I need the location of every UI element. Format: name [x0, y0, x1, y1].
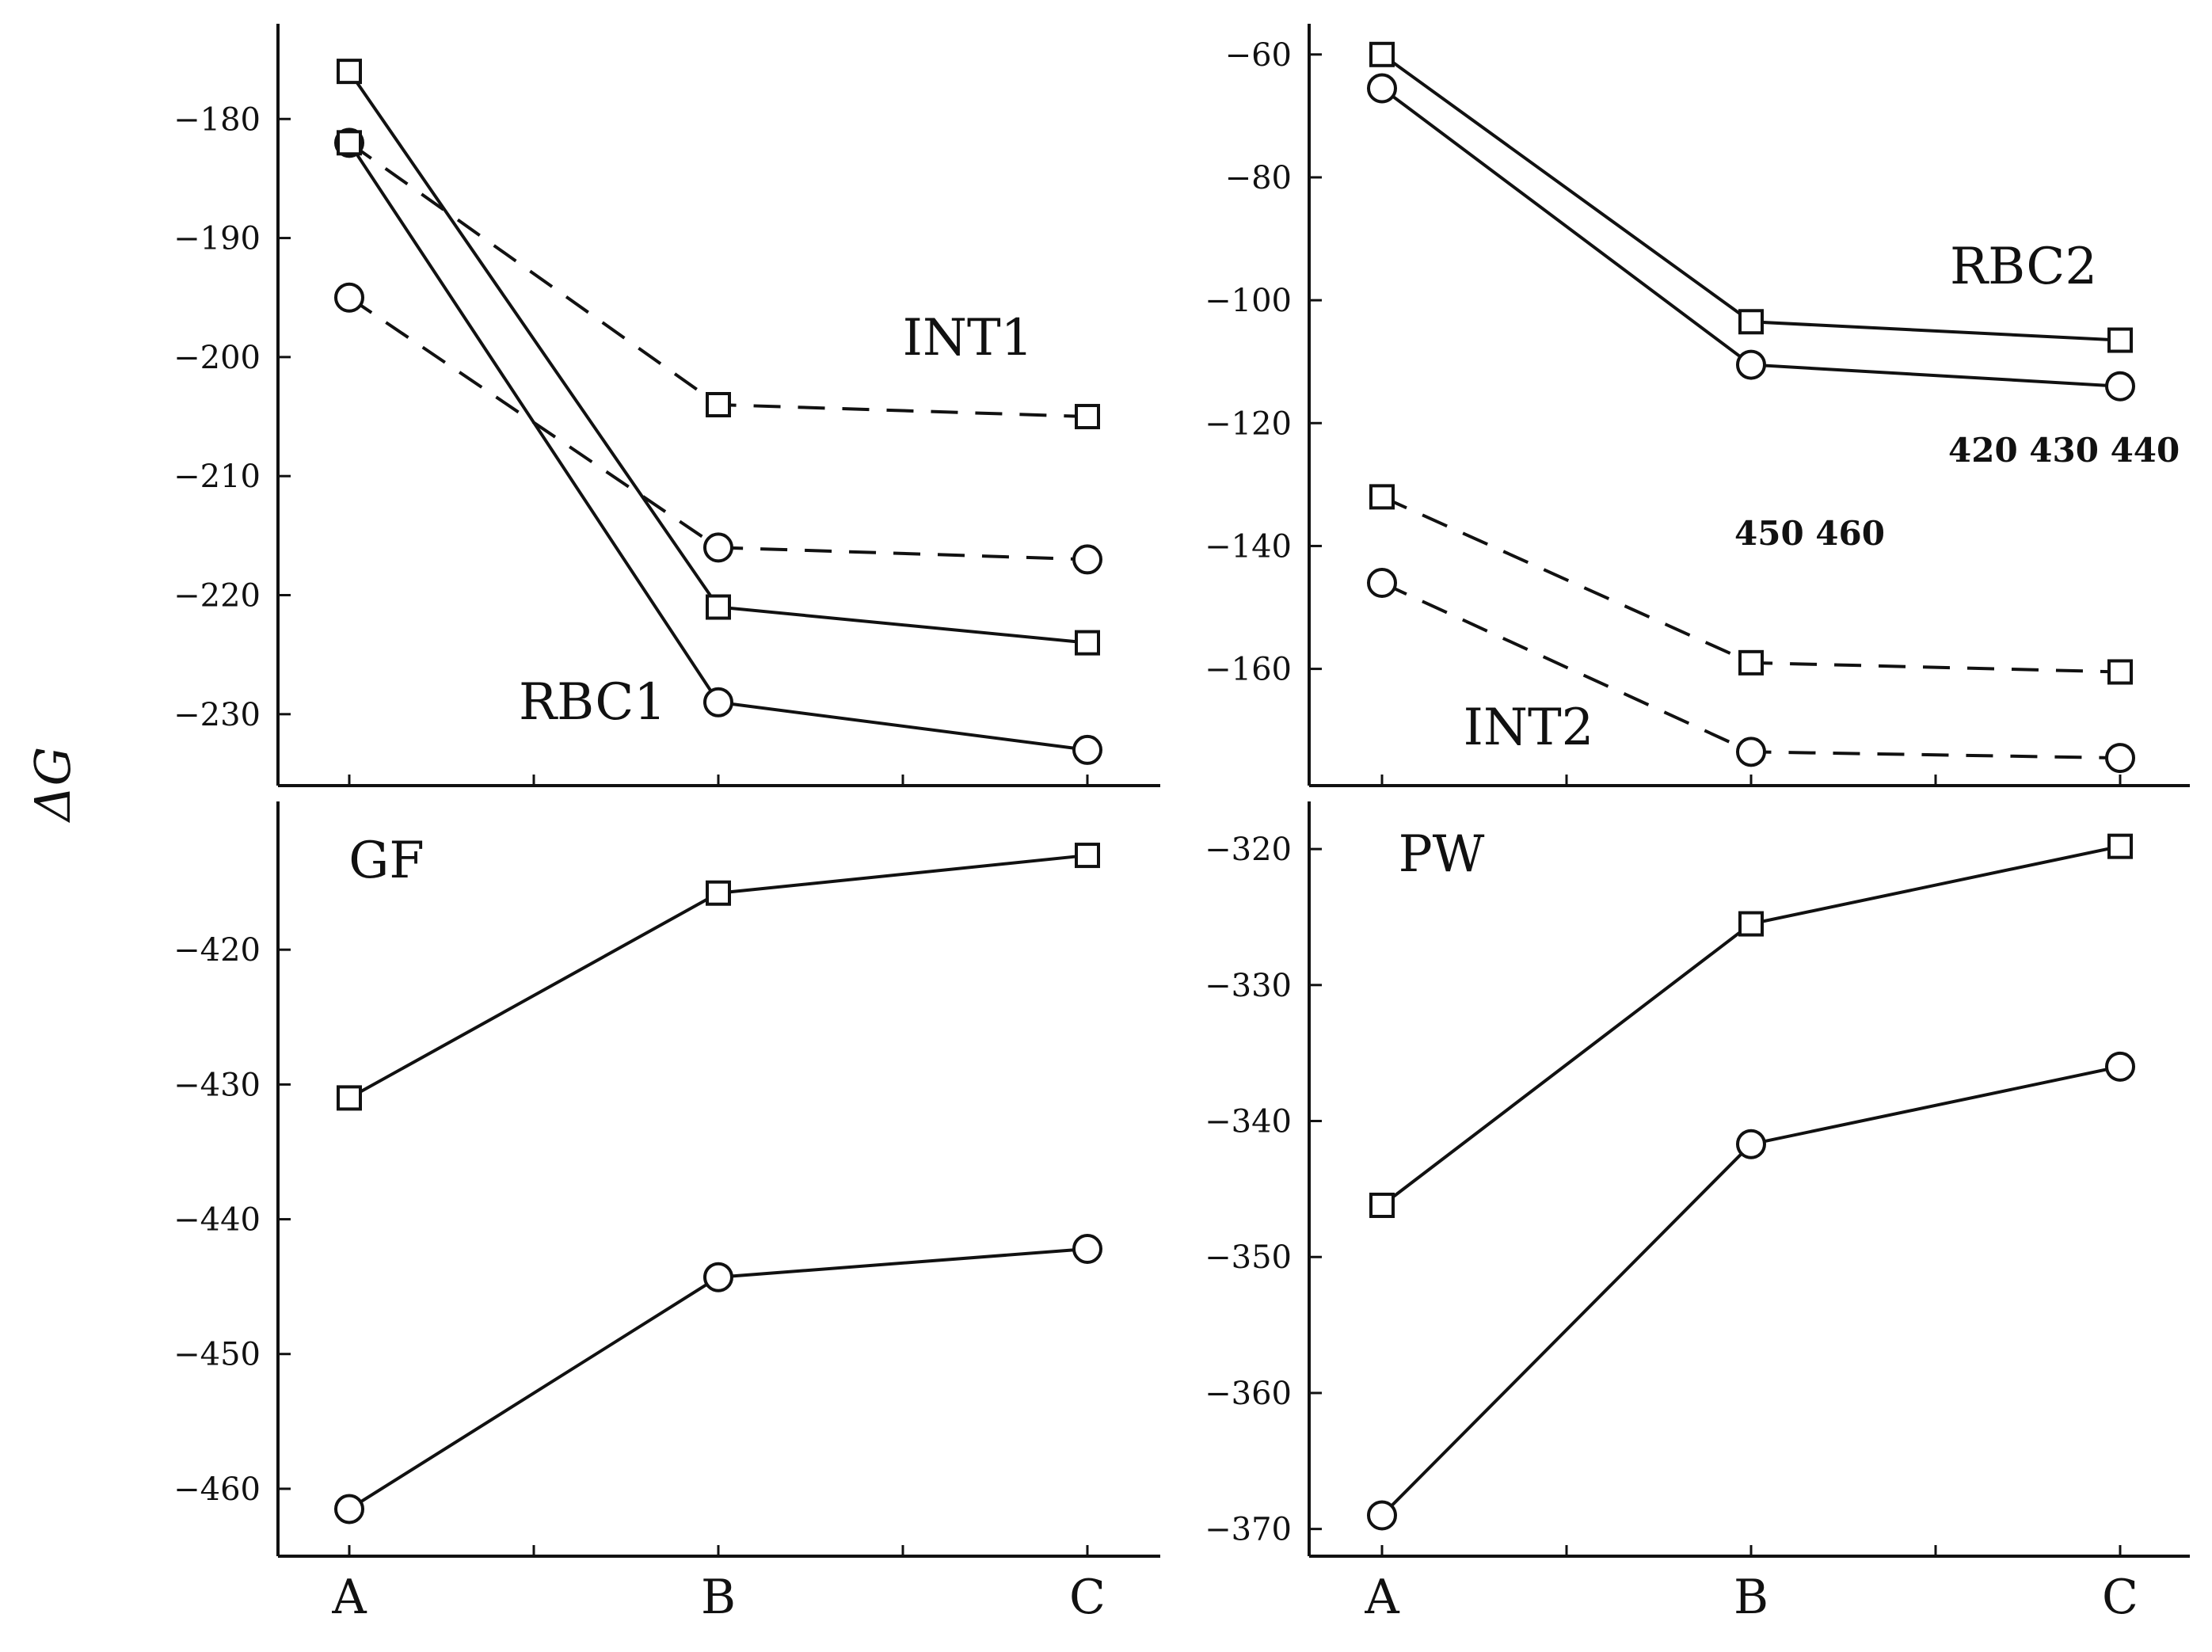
y-tick-label: −340 — [1205, 1104, 1292, 1140]
circle-marker — [1367, 73, 1397, 104]
panel-label: PW — [1399, 825, 1485, 884]
y-axis-label: ΔG — [24, 747, 82, 823]
y-tick-label: −360 — [1205, 1376, 1292, 1412]
y-tick-label: −350 — [1205, 1239, 1292, 1276]
y-tick-label: −230 — [173, 697, 261, 733]
square-marker — [1075, 630, 1100, 656]
circle-marker — [1072, 1233, 1102, 1264]
circle-marker — [1736, 349, 1766, 380]
square-marker — [337, 130, 362, 156]
annotation-label: 420 430 440 — [1948, 431, 2180, 470]
circle-marker — [334, 282, 364, 313]
square-marker — [706, 392, 731, 417]
annotation-label: 450 460 — [1734, 514, 1885, 553]
y-tick-label: −450 — [173, 1337, 261, 1373]
y-tick-label: −200 — [173, 340, 261, 376]
square-marker — [1369, 1192, 1395, 1218]
circle-marker — [1072, 734, 1102, 765]
y-tick-label: −80 — [1225, 160, 1292, 196]
y-tick-label: −430 — [173, 1067, 261, 1103]
square-marker — [1738, 309, 1764, 335]
panel-label: INT2 — [1464, 698, 1594, 757]
square-marker — [2107, 833, 2133, 859]
square-marker — [1369, 484, 1395, 510]
circle-marker — [2105, 371, 2135, 402]
square-marker — [706, 594, 731, 620]
y-tick-label: −60 — [1225, 37, 1292, 74]
y-tick-label: −370 — [1205, 1512, 1292, 1548]
square-marker — [706, 880, 731, 906]
circle-marker — [1072, 544, 1102, 575]
y-tick-label: −190 — [173, 221, 261, 257]
square-marker — [1369, 41, 1395, 67]
y-tick-label: −210 — [173, 459, 261, 495]
y-tick-label: −180 — [173, 101, 261, 138]
panel-label: INT1 — [903, 309, 1034, 367]
panel-label: RBC2 — [1950, 238, 2097, 296]
y-tick-label: −440 — [173, 1202, 261, 1239]
panel-label: RBC1 — [519, 673, 666, 732]
circle-marker — [1736, 737, 1766, 767]
circle-marker — [2105, 1051, 2135, 1082]
square-marker — [1738, 649, 1764, 676]
circle-marker — [703, 1262, 733, 1292]
x-category-label: C — [2102, 1570, 2138, 1625]
x-category-label: A — [1364, 1570, 1399, 1625]
square-marker — [1075, 404, 1100, 430]
y-tick-label: −100 — [1205, 283, 1292, 319]
y-tick-label: −120 — [1205, 405, 1292, 442]
panel-label: GF — [348, 832, 425, 890]
y-tick-label: −460 — [173, 1471, 261, 1508]
panels: −180 −190 −200 −210 −220 −230 INT1 RBC1 −60 −80 −1… — [173, 24, 2190, 1625]
circle-marker — [2105, 743, 2135, 774]
y-tick-label: −160 — [1205, 652, 1292, 688]
square-marker — [2107, 659, 2133, 685]
square-marker — [337, 59, 362, 85]
circle-marker — [1736, 1129, 1766, 1159]
panel-bottom-left: −420 −430 −440 −450 −460 A B C GF — [173, 801, 1160, 1625]
x-category-label: A — [331, 1570, 367, 1625]
x-category-label: C — [1069, 1570, 1106, 1625]
y-tick-label: −140 — [1205, 528, 1292, 565]
circle-marker — [703, 687, 733, 718]
y-tick-label: −420 — [173, 932, 261, 969]
circle-marker — [1367, 567, 1397, 598]
x-category-label: B — [701, 1570, 736, 1625]
square-marker — [337, 1085, 362, 1111]
y-tick-label: −320 — [1205, 832, 1292, 868]
y-tick-label: −220 — [173, 578, 261, 615]
circle-marker — [703, 532, 733, 563]
panel-top-left: −180 −190 −200 −210 −220 −230 INT1 RBC1 — [173, 24, 1160, 787]
square-marker — [1075, 843, 1100, 869]
panel-bottom-right: −320 −330 −340 −350 −360 −370 A B C PW — [1205, 801, 2190, 1625]
square-marker — [1738, 911, 1764, 937]
circle-marker — [1367, 1500, 1397, 1531]
panel-top-right: −60 −80 −100 −120 −140 −160 RBC2 INT2 — [1205, 24, 2190, 787]
circle-marker — [334, 1494, 364, 1524]
x-category-label: B — [1734, 1570, 1768, 1625]
square-marker — [2107, 327, 2133, 353]
y-tick-label: −330 — [1205, 968, 1292, 1004]
